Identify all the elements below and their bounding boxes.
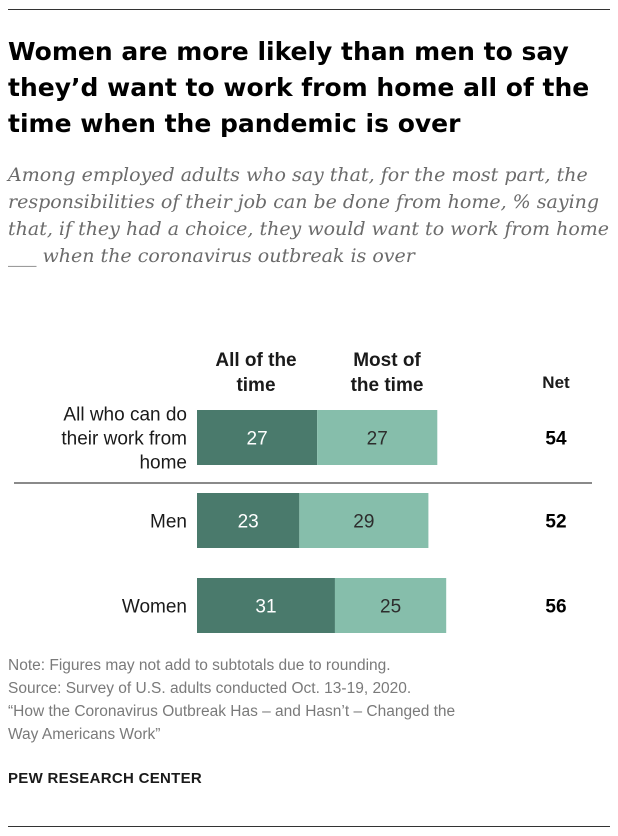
bar-value-label: 27 — [367, 429, 388, 450]
bottom-rule — [8, 826, 610, 827]
net-value-men: 52 — [545, 512, 566, 533]
bar-women-most-of-the-time — [334, 578, 447, 633]
top-rule — [8, 9, 610, 10]
footer: Note: Figures may not add to subtotals d… — [8, 654, 612, 746]
bar-value-label: 23 — [238, 512, 259, 533]
series-header-all-of-the-time: All of the — [215, 350, 296, 371]
chart-subtitle: Among employed adults who say that, for … — [8, 164, 610, 267]
chart-title: Women are more likely than men to say th… — [8, 37, 590, 138]
source-note: Source: Survey of U.S. adults conducted … — [8, 680, 412, 697]
net-value-women: 56 — [545, 597, 566, 618]
report-title-line-2: Way Americans Work” — [8, 726, 161, 743]
footnote: Note: Figures may not add to subtotals d… — [8, 657, 391, 674]
bar-value-label: 27 — [247, 429, 268, 450]
stacked-bar-chart: All of the time Most of the time Net 27 27 All … — [14, 350, 592, 633]
category-label-all-who-can-do-their-work-from-home: All who can do — [63, 405, 187, 426]
organization-name: PEW RESEARCH CENTER — [8, 770, 203, 787]
bar-men-all-of-the-time — [197, 493, 300, 548]
series-header-all-of-the-time: time — [236, 375, 275, 396]
bar-women-all-of-the-time — [197, 578, 335, 633]
category-label-all-who-can-do-their-work-from-home: home — [139, 453, 187, 474]
bar-all-who-can-do-their-work-from-home-all-of-the-time — [197, 410, 318, 465]
bar-value-label: 25 — [380, 597, 401, 618]
category-label-women: Women — [122, 597, 187, 618]
series-header-most-of-the-time: the time — [351, 375, 424, 396]
category-label-men: Men — [150, 512, 187, 533]
category-label-all-who-can-do-their-work-from-home: their work from — [61, 429, 187, 450]
net-header: Net — [542, 373, 570, 392]
net-value-all-who-can-do-their-work-from-home: 54 — [545, 429, 567, 450]
bar-value-label: 29 — [353, 512, 374, 533]
bar-all-who-can-do-their-work-from-home-most-of-the-time — [317, 410, 438, 465]
report-title-line-1: “How the Coronavirus Outbreak Has – and … — [8, 703, 456, 720]
series-header-most-of-the-time: Most of — [353, 350, 421, 371]
bar-men-most-of-the-time — [299, 493, 429, 548]
bar-value-label: 31 — [255, 597, 276, 618]
